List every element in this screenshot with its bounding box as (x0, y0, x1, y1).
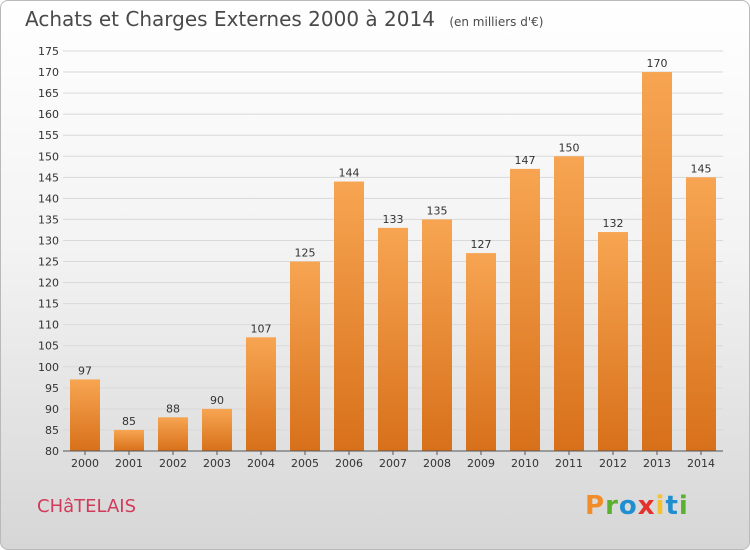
x-tick-label: 2010 (511, 457, 539, 470)
chart-title-text: Achats et Charges Externes 2000 à 2014 (25, 7, 435, 31)
y-tick-label: 135 (38, 213, 59, 226)
bar-value-label: 90 (210, 394, 224, 407)
bar (202, 408, 232, 451)
logo-letter: P (585, 491, 606, 521)
bar (246, 337, 276, 451)
x-tick-label: 2004 (247, 457, 275, 470)
y-tick-label: 160 (38, 108, 59, 121)
x-tick-label: 2011 (555, 457, 583, 470)
y-tick-label: 85 (45, 424, 59, 437)
bar (466, 253, 496, 451)
y-axis-ticks: 80 85 90 95 100 105 110 115 120 125 130 135 140 145 15… (38, 45, 59, 458)
logo-letter: i (678, 491, 689, 521)
y-tick-label: 155 (38, 129, 59, 142)
bar (422, 219, 452, 451)
location-name: CHâTELAIS (37, 496, 136, 517)
x-tick-label: 2000 (71, 457, 99, 470)
x-tick-label: 2012 (599, 457, 627, 470)
bar (290, 261, 320, 451)
y-tick-label: 120 (38, 277, 59, 290)
x-tick-label: 2008 (423, 457, 451, 470)
bar-value-label: 107 (251, 322, 272, 335)
bar (554, 156, 584, 451)
y-tick-label: 165 (38, 87, 59, 100)
bar-value-label: 144 (339, 167, 360, 180)
bar-value-label: 135 (427, 204, 448, 217)
y-tick-label: 105 (38, 340, 59, 353)
chart-title: Achats et Charges Externes 2000 à 2014 (… (25, 7, 543, 31)
x-tick-label: 2013 (643, 457, 671, 470)
y-tick-label: 80 (45, 445, 59, 458)
bar-value-label: 85 (122, 415, 136, 428)
bar (510, 168, 540, 452)
logo-letter: t (665, 491, 679, 521)
y-tick-label: 175 (38, 45, 59, 58)
x-tick-label: 2006 (335, 457, 363, 470)
x-tick-label: 2005 (291, 457, 319, 470)
y-tick-label: 125 (38, 256, 59, 269)
y-tick-label: 110 (38, 319, 59, 332)
y-tick-label: 145 (38, 171, 59, 184)
y-tick-label: 95 (45, 382, 59, 395)
logo-letter: x (637, 491, 656, 521)
x-tick-label: 2014 (687, 457, 715, 470)
bar (686, 177, 716, 451)
bar-value-label: 125 (295, 247, 316, 260)
x-tick-label: 2001 (115, 457, 143, 470)
x-tick-label: 2007 (379, 457, 407, 470)
x-tick-label: 2003 (203, 457, 231, 470)
bar-value-label: 88 (166, 402, 180, 415)
bar (642, 72, 672, 451)
x-tick-label: 2009 (467, 457, 495, 470)
data-labels: 97 85 88 90 107 125 144 133 135 127 147 150 132 170 14… (78, 57, 712, 428)
bar-value-label: 150 (559, 141, 580, 154)
bar (114, 429, 144, 451)
bar-value-label: 147 (515, 154, 536, 167)
bar-value-label: 170 (647, 57, 668, 70)
bar (334, 181, 364, 452)
bar (598, 232, 628, 451)
y-tick-label: 130 (38, 234, 59, 247)
x-axis-ticks: 2000 2001 2002 2003 2004 2005 2006 2007 2008 2009… (71, 451, 715, 470)
bar (70, 379, 100, 451)
y-tick-label: 170 (38, 66, 59, 79)
x-tick-label: 2002 (159, 457, 187, 470)
y-tick-label: 115 (38, 298, 59, 311)
y-tick-label: 90 (45, 403, 59, 416)
chart-unit: (en milliers d'€) (449, 15, 544, 29)
bar-value-label: 97 (78, 364, 92, 377)
logo-letter: i (655, 491, 666, 521)
proxiti-logo: Proxiti (585, 491, 689, 521)
bar-value-label: 145 (691, 162, 712, 175)
y-tick-label: 140 (38, 192, 59, 205)
bar-value-label: 127 (471, 238, 492, 251)
bars (70, 72, 716, 452)
bar (378, 227, 408, 451)
logo-letter: r (605, 491, 619, 521)
logo-letter: o (618, 491, 638, 521)
bar-value-label: 133 (383, 213, 404, 226)
y-tick-label: 150 (38, 150, 59, 163)
bar-value-label: 132 (603, 217, 624, 230)
y-tick-label: 100 (38, 361, 59, 374)
bar (158, 417, 188, 451)
